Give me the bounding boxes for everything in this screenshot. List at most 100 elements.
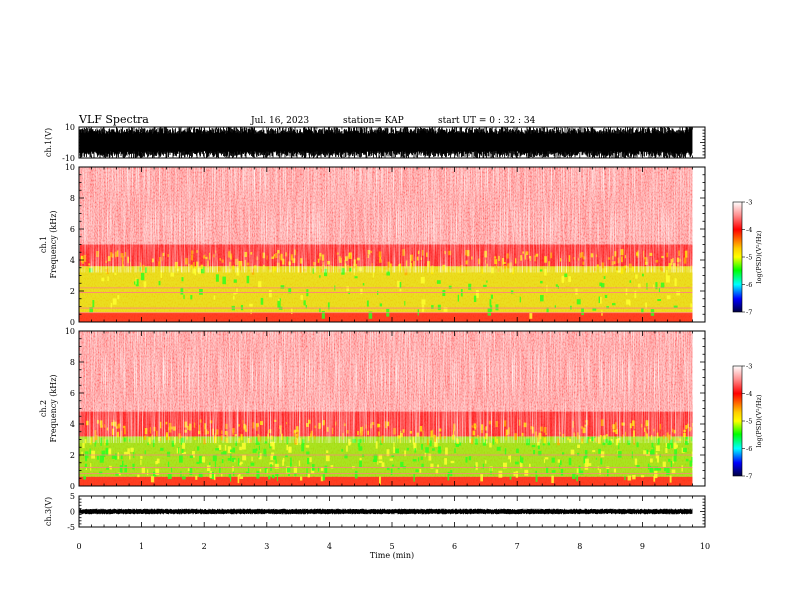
ch1-spectrogram-panel: 0 2 4 6 8 10 ch.1 Frequency (kHz)	[39, 163, 706, 327]
spectrogram-cell	[301, 443, 305, 452]
spectrogram-cell	[360, 288, 363, 294]
spectrogram-cell	[386, 449, 390, 457]
spectrogram-cell	[685, 458, 689, 462]
spectrogram-cell	[282, 459, 284, 466]
spectrogram-cell	[447, 474, 450, 481]
y-tick-label: 0	[70, 508, 75, 517]
spectrogram-cell	[379, 303, 383, 307]
spectrogram-cell	[359, 460, 362, 468]
spectrogram-cell	[634, 290, 637, 299]
spectrogram-cell	[658, 287, 660, 293]
spectrogram-cell	[421, 443, 423, 450]
spectrogram-cell	[390, 468, 393, 476]
spectrogram-cell	[358, 446, 363, 451]
spectrogram-cell	[167, 461, 170, 468]
spectrogram-cell	[480, 474, 483, 482]
spectrogram-cell	[673, 305, 678, 309]
spectrogram-cell	[372, 272, 374, 278]
spectrogram-cell	[421, 463, 424, 468]
spectrogram-cell	[636, 441, 639, 448]
spectrogram-cell	[504, 448, 507, 455]
ch1-waveform-panel: 10 -10 ch.1(V)	[44, 123, 706, 163]
spectrogram-cell	[124, 465, 128, 473]
x-tick-label: 1	[139, 542, 144, 551]
spectrogram-cell	[249, 303, 253, 307]
spectrogram-cell	[324, 268, 328, 277]
spectrogram-cell	[101, 277, 105, 282]
spectrogram-cell	[609, 441, 612, 445]
spectrogram-cell	[436, 280, 441, 284]
spectrogram-cell	[259, 469, 262, 472]
y-tick-label: -10	[62, 154, 75, 163]
x-tick-label: 8	[577, 542, 582, 551]
spectrogram-cell	[240, 461, 243, 465]
spectrogram-cell	[156, 458, 160, 464]
spectrogram-cell	[219, 466, 221, 473]
spectrogram-cell	[557, 285, 560, 289]
spectrogram-cell	[213, 295, 216, 300]
spectrogram-cell	[627, 475, 632, 481]
spectrogram-cell	[665, 447, 668, 453]
spectrogram-cell	[317, 467, 320, 472]
x-tick-label: 3	[264, 542, 269, 551]
spectrogram-cell	[201, 456, 206, 463]
spectrogram-cell	[117, 295, 120, 300]
spectrogram-cell	[279, 298, 281, 301]
spectrogram-cell	[495, 304, 499, 311]
spectrogram-cell	[366, 300, 369, 307]
spectrogram-cell	[551, 475, 554, 484]
x-tick-label: 9	[640, 542, 645, 551]
spectrogram-cell	[413, 442, 417, 451]
spectrogram-streaks	[79, 167, 693, 273]
spectrogram-cell	[182, 451, 186, 455]
spectrogram-cell	[397, 467, 400, 470]
colorbar-tick-label: -3	[746, 363, 752, 371]
spectrogram-cell	[114, 453, 117, 460]
spectrogram-cell	[660, 282, 665, 289]
spectrogram-cell	[587, 463, 592, 466]
spectrogram-cell	[378, 460, 383, 463]
spectrogram-cell	[231, 457, 236, 463]
spectrogram-cell	[646, 282, 648, 290]
spectrogram-cell	[641, 475, 645, 478]
spectrogram-cell	[230, 453, 232, 462]
spectrogram-cell	[650, 458, 653, 463]
spectrogram-cell	[599, 282, 602, 287]
spectrogram-cell	[444, 458, 447, 465]
spectrogram-cell	[547, 441, 551, 446]
spectrogram-cell	[135, 278, 137, 285]
spectrogram-cell	[420, 456, 423, 460]
spectrogram-cell	[234, 459, 236, 463]
spectrogram-cell	[274, 463, 279, 469]
spectrogram-cell	[515, 471, 519, 478]
spectrogram-cell	[612, 303, 616, 306]
spectrogram-cell	[89, 448, 91, 455]
spectrogram-cell	[300, 295, 304, 300]
spectrogram-cell	[654, 466, 659, 471]
colorbar-tick-label: -5	[746, 418, 752, 426]
spectrogram-cell	[250, 309, 252, 315]
spectrogram-cell	[192, 451, 195, 458]
spectrogram-cell	[535, 470, 538, 475]
spectrogram-cell	[130, 447, 134, 452]
spectrogram-cell	[432, 448, 435, 451]
spectrogram-cell	[277, 300, 281, 308]
spectrogram-cell	[659, 454, 662, 457]
spectrogram-cell	[676, 291, 681, 296]
spectrogram-band	[79, 476, 693, 486]
spectrogram-cell	[637, 283, 641, 289]
spectrogram-cell	[645, 302, 647, 309]
ch2-colorbar: -3 -4 -5 -6 -7 log(PSD)(V²/Hz)	[732, 363, 763, 481]
spectrogram-cell	[578, 465, 581, 474]
spectrogram-cell	[650, 449, 655, 456]
colorbar-gradient	[732, 201, 743, 313]
spectrogram-cell	[286, 445, 289, 451]
spectrogram-cell	[529, 463, 531, 468]
spectrogram-cell	[143, 281, 147, 288]
spectrogram-cell	[199, 455, 203, 464]
spectrogram-cell	[248, 466, 250, 472]
spectrogram-cell	[473, 295, 477, 302]
spectrogram-cell	[280, 285, 285, 289]
spectrogram-cell	[232, 466, 234, 472]
